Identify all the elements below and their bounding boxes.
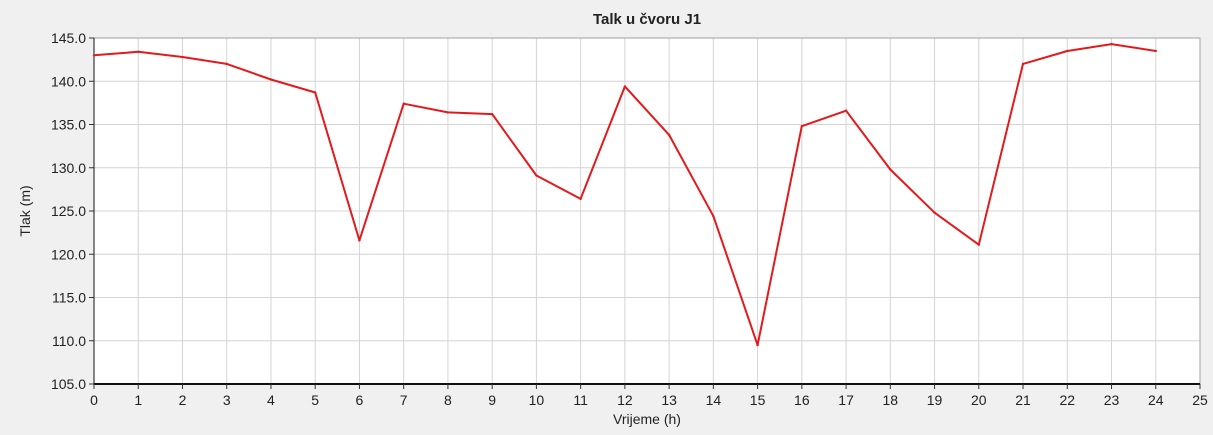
- data-point: [889, 168, 892, 171]
- data-point: [535, 174, 538, 177]
- data-point: [712, 214, 715, 218]
- x-tick-label: 24: [1148, 392, 1164, 408]
- y-axis-label: Tlak (m): [17, 185, 33, 236]
- series-layer: [92, 42, 1157, 347]
- x-tick-label: 13: [661, 392, 677, 408]
- x-tick-label: 1: [134, 392, 142, 408]
- x-tick-label: 14: [706, 392, 722, 408]
- y-tick-label: 125.0: [51, 203, 86, 219]
- x-tick-label: 6: [356, 392, 364, 408]
- x-tick-label: 25: [1192, 392, 1208, 408]
- data-point: [446, 111, 450, 114]
- data-point: [844, 109, 848, 112]
- x-tick-label: 18: [883, 392, 899, 408]
- data-point: [800, 125, 804, 128]
- data-point: [756, 343, 759, 347]
- x-tick-label: 3: [223, 392, 231, 408]
- x-tick-label: 2: [179, 392, 187, 408]
- y-tick-label: 115.0: [52, 290, 86, 306]
- y-tick-label: 140.0: [51, 73, 86, 89]
- x-tick-label: 8: [444, 392, 452, 408]
- data-point: [977, 243, 980, 246]
- data-point: [225, 62, 228, 66]
- y-tick-label: 120.0: [51, 246, 86, 262]
- x-tick-label: 20: [971, 392, 987, 408]
- x-axis-ticks: 0 1 2 3 4 5 6 7 8 9 10 11 12 13 14 15 16 17 18 19 20 21 22 23 24…: [90, 384, 1208, 408]
- x-tick-label: 19: [927, 392, 943, 408]
- y-tick-label: 130.0: [51, 160, 86, 176]
- data-point: [358, 239, 361, 242]
- data-point: [314, 91, 317, 94]
- y-tick-label: 145.0: [51, 30, 86, 46]
- x-tick-label: 5: [311, 392, 319, 408]
- data-point: [1154, 49, 1157, 53]
- data-point: [402, 102, 405, 105]
- x-tick-label: 22: [1059, 392, 1075, 408]
- data-point: [490, 112, 494, 116]
- data-point: [667, 133, 671, 137]
- x-tick-label: 23: [1104, 392, 1120, 408]
- data-point: [933, 211, 936, 214]
- x-tick-label: 9: [488, 392, 496, 408]
- x-tick-label: 0: [90, 392, 98, 408]
- grid: [94, 38, 1200, 384]
- data-point: [1110, 42, 1113, 46]
- data-point: [92, 54, 96, 57]
- x-tick-label: 12: [617, 392, 633, 408]
- data-point: [1021, 62, 1025, 66]
- data-point: [269, 78, 273, 81]
- data-point: [137, 50, 140, 54]
- x-tick-label: 17: [838, 392, 854, 408]
- data-point: [1066, 49, 1069, 53]
- x-tick-label: 11: [573, 392, 588, 408]
- y-tick-label: 105.0: [51, 376, 86, 392]
- x-tick-label: 16: [794, 392, 810, 408]
- y-axis-ticks: 105.0 110.0 115.0 120.0 125.0 130.0 135.0 140.0…: [51, 30, 94, 392]
- x-tick-label: 10: [529, 392, 545, 408]
- chart-title: Talk u čvoru J1: [593, 11, 701, 28]
- y-tick-label: 110.0: [52, 333, 86, 349]
- x-tick-label: 7: [400, 392, 408, 408]
- x-tick-label: 21: [1015, 392, 1031, 408]
- x-tick-label: 4: [267, 392, 275, 408]
- x-axis-label: Vrijeme (h): [613, 411, 681, 427]
- data-point: [623, 85, 627, 88]
- x-tick-label: 15: [750, 392, 766, 408]
- y-tick-label: 135.0: [51, 117, 86, 133]
- data-point: [181, 55, 184, 59]
- data-point: [579, 197, 582, 201]
